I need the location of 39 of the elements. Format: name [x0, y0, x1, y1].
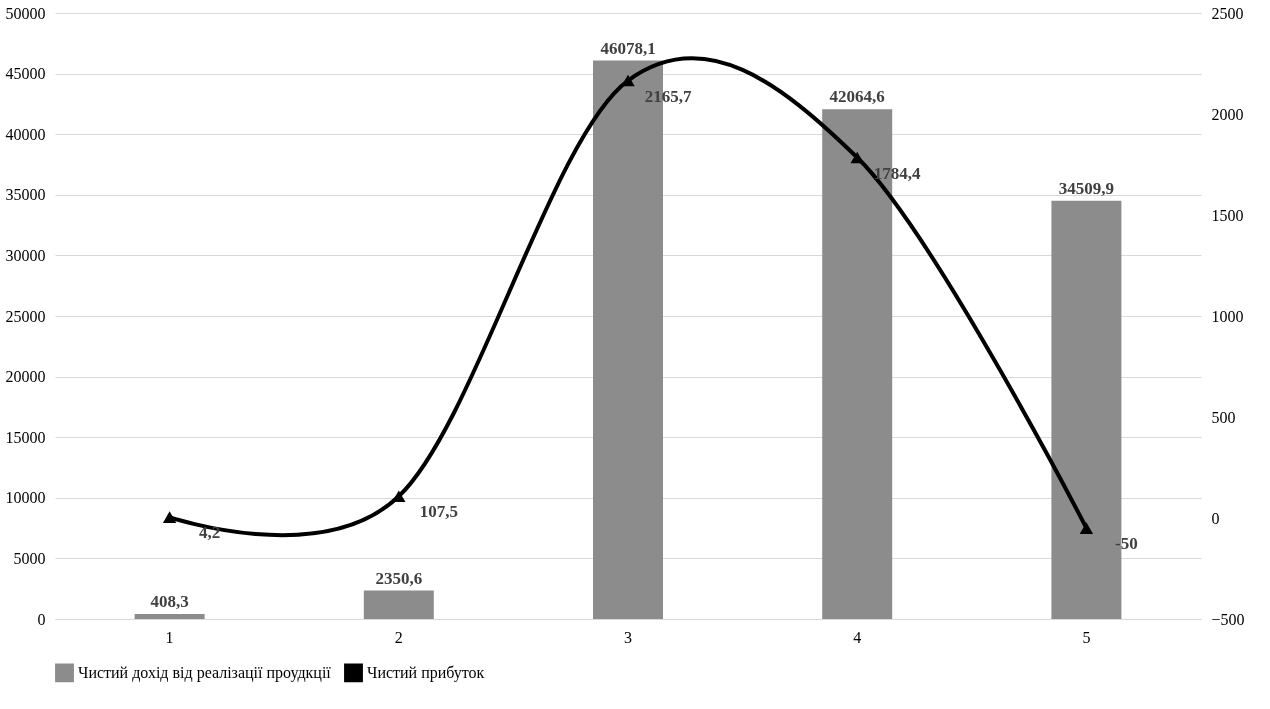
- y-tick-label: 10000: [5, 489, 46, 507]
- point: [392, 490, 406, 503]
- data-label: 107,5: [419, 502, 458, 522]
- y2-tick-label: −500: [1211, 610, 1245, 628]
- x-tick-label: 3: [624, 628, 632, 646]
- data-label: 34509,9: [1058, 178, 1115, 198]
- y2-tick-label: 1000: [1211, 307, 1244, 325]
- data-label: 2350,6: [375, 568, 423, 588]
- y-tick-label: 5000: [13, 549, 46, 567]
- y2-tick-label: 2500: [1211, 4, 1244, 22]
- point: [1079, 522, 1094, 534]
- y-tick-label: 50000: [5, 4, 46, 22]
- point: [621, 74, 635, 87]
- y2-tick-label: 0: [1211, 509, 1220, 527]
- data-label: 46078,1: [600, 38, 656, 58]
- y-tick-label: 0: [37, 610, 46, 628]
- x-tick-label: 2: [394, 628, 403, 646]
- point: [162, 511, 177, 523]
- y2-tick-label: 2000: [1211, 105, 1244, 123]
- y2-tick-label: 1500: [1211, 206, 1244, 224]
- y-tick-label: 20000: [5, 368, 46, 386]
- point: [850, 151, 864, 164]
- y2-tick-label: 500: [1211, 408, 1236, 426]
- data-label: 4,2: [198, 523, 221, 543]
- data-label: 42064,6: [829, 87, 885, 107]
- y-tick-label: 15000: [5, 428, 46, 446]
- x-tick-label: 1: [165, 628, 174, 646]
- bar: [363, 590, 434, 619]
- y-tick-label: 35000: [5, 186, 46, 204]
- y-tick-label: 40000: [5, 125, 46, 143]
- x-tick-label: 4: [853, 628, 862, 646]
- bar: [134, 614, 205, 619]
- y-tick-label: 45000: [5, 65, 46, 83]
- legend-label: Чистий прибуток: [367, 663, 485, 682]
- data-label: 408,3: [150, 592, 189, 612]
- y-tick-label: 25000: [5, 307, 46, 325]
- x-tick-label: 5: [1082, 628, 1091, 646]
- legend-label: Чистий дохід від реалізації проудкції: [78, 663, 332, 682]
- y-tick-label: 30000: [5, 246, 46, 264]
